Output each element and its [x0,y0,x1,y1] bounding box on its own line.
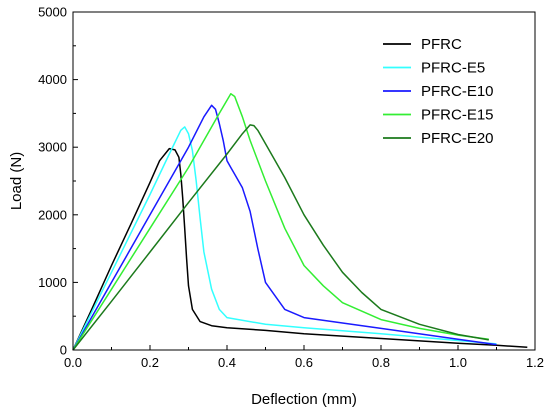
y-tick-label: 0 [60,343,67,358]
y-tick-label: 4000 [38,72,67,87]
legend-label-pfrc-e15: PFRC-E15 [421,107,494,124]
x-tick-label: 0.4 [218,355,236,370]
series-line-pfrc [72,147,528,351]
legend-label-pfrc-e5: PFRC-E5 [421,60,485,77]
x-axis-ticks: 0.0 0.2 0.4 0.6 0.8 1.0 1.2 [64,345,544,370]
x-tick-label: 0.0 [64,355,82,370]
series-layer [72,93,528,351]
legend: PFRC PFRC-E5 PFRC-E10 PFRC-E15 PFRC-E20 [383,36,494,147]
y-tick-label: 3000 [38,140,67,155]
x-tick-label: 0.2 [141,355,159,370]
y-tick-label: 1000 [38,275,67,290]
y-axis-title: Load (N) [8,152,25,210]
x-tick-label: 1.0 [449,355,467,370]
x-tick-label: 1.2 [526,355,544,370]
x-axis-title: Deflection (mm) [251,391,357,408]
legend-label-pfrc: PFRC [421,36,462,53]
legend-label-pfrc-e10: PFRC-E10 [421,83,494,100]
y-axis-ticks: 0 1000 2000 3000 4000 5000 [38,5,78,358]
y-tick-label: 2000 [38,207,67,222]
y-tick-label: 5000 [38,5,67,20]
series-line-pfrc-e5 [72,126,497,351]
series-line-pfrc-e20 [72,124,489,351]
legend-label-pfrc-e20: PFRC-E20 [421,130,494,147]
x-tick-label: 0.6 [295,355,313,370]
x-tick-label: 0.8 [372,355,390,370]
series-line-pfrc-e10 [72,104,497,351]
series-line-pfrc-e15 [72,93,489,351]
